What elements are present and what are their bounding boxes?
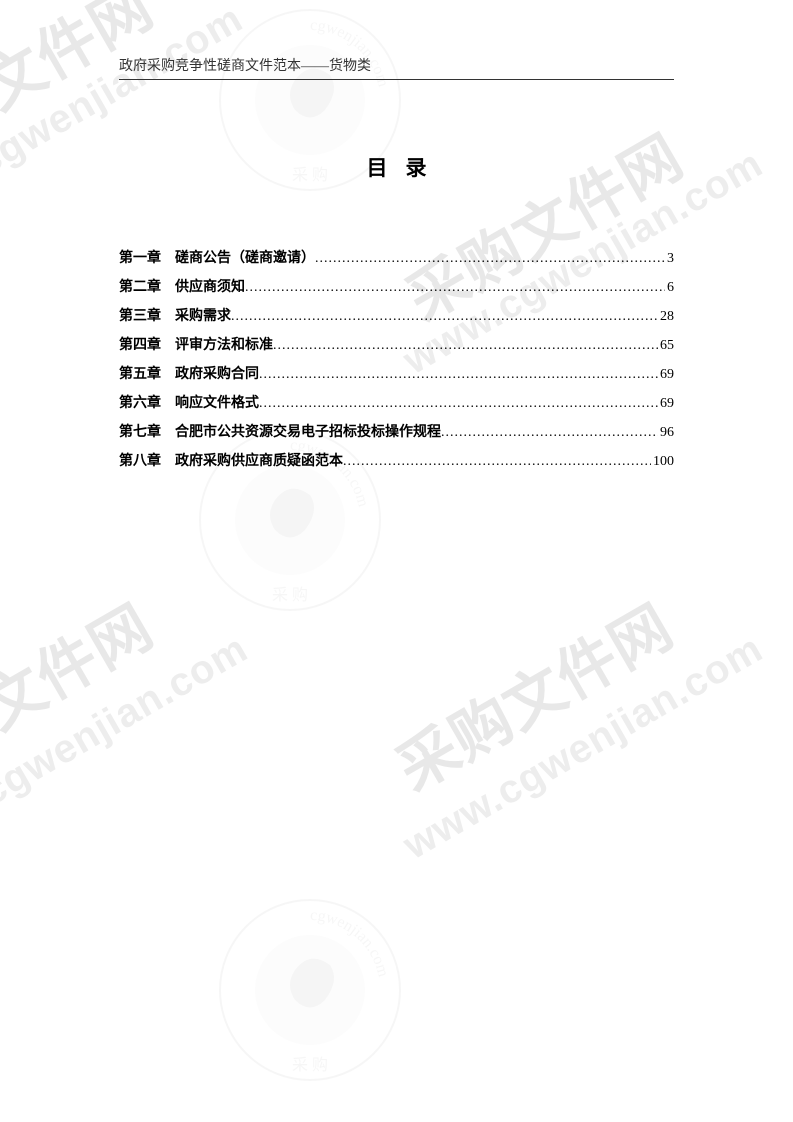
svg-text:采 购: 采 购	[272, 586, 308, 604]
toc-chapter-label: 第七章	[119, 418, 161, 447]
toc-chapter-name: 评审方法和标准	[175, 331, 273, 360]
toc-chapter-name: 政府采购供应商质疑函范本	[175, 447, 343, 476]
toc-item: 第八章政府采购供应商质疑函范本 100	[119, 447, 674, 476]
toc-leader-dots	[231, 302, 658, 331]
toc-chapter-label: 第四章	[119, 331, 161, 360]
toc-leader-dots	[441, 418, 658, 447]
watermark-cn-4: 采购文件网	[379, 580, 687, 808]
toc-item: 第四章评审方法和标准 65	[119, 331, 674, 360]
document-header: 政府采购竞争性磋商文件范本——货物类	[119, 55, 674, 80]
toc-chapter-name: 政府采购合同	[175, 360, 259, 389]
toc-chapter-label: 第一章	[119, 244, 161, 273]
toc-chapter-name: 响应文件格式	[175, 389, 259, 418]
toc-leader-dots	[245, 273, 665, 302]
toc-leader-dots	[343, 447, 651, 476]
toc-chapter-name: 磋商公告（磋商邀请）	[175, 244, 315, 273]
toc-item: 第二章供应商须知 6	[119, 273, 674, 302]
toc-chapter-label: 第三章	[119, 302, 161, 331]
toc-page-number: 96	[658, 418, 674, 447]
watermark-url-4: www.cgwenjian.com	[396, 626, 771, 868]
toc-leader-dots	[315, 244, 665, 273]
toc-page-number: 3	[665, 244, 674, 273]
toc-list: 第一章磋商公告（磋商邀请）3第二章供应商须知6第三章采购需求28第四章评审方法和…	[119, 244, 674, 476]
toc-item: 第一章磋商公告（磋商邀请） 3	[119, 244, 674, 273]
toc-chapter-name: 供应商须知	[175, 273, 245, 302]
watermark-url-3: www.cgwenjian.com	[0, 626, 256, 868]
toc-chapter-label: 第二章	[119, 273, 161, 302]
toc-title: 目录	[119, 152, 674, 182]
svg-text:采 购: 采 购	[292, 1056, 328, 1074]
toc-page-number: 6	[665, 273, 674, 302]
toc-page-number: 65	[658, 331, 674, 360]
toc-chapter-name: 采购需求	[175, 302, 231, 331]
toc-chapter-label: 第五章	[119, 360, 161, 389]
toc-page-number: 69	[658, 389, 674, 418]
watermark-cn-3: 采购文件网	[0, 580, 166, 808]
toc-leader-dots	[273, 331, 658, 360]
page-content: 政府采购竞争性磋商文件范本——货物类 目录 第一章磋商公告（磋商邀请）3第二章供…	[0, 0, 793, 476]
toc-page-number: 100	[651, 447, 674, 476]
toc-leader-dots	[259, 389, 658, 418]
toc-page-number: 28	[658, 302, 674, 331]
toc-item: 第六章响应文件格式 69	[119, 389, 674, 418]
toc-item: 第七章合肥市公共资源交易电子招标投标操作规程 96	[119, 418, 674, 447]
toc-chapter-label: 第八章	[119, 447, 161, 476]
watermark-logo-3: cgwenjian.com 采 购	[210, 890, 410, 1090]
toc-page-number: 69	[658, 360, 674, 389]
toc-chapter-name: 合肥市公共资源交易电子招标投标操作规程	[175, 418, 441, 447]
toc-chapter-label: 第六章	[119, 389, 161, 418]
toc-item: 第三章采购需求 28	[119, 302, 674, 331]
toc-leader-dots	[259, 360, 658, 389]
toc-item: 第五章政府采购合同 69	[119, 360, 674, 389]
